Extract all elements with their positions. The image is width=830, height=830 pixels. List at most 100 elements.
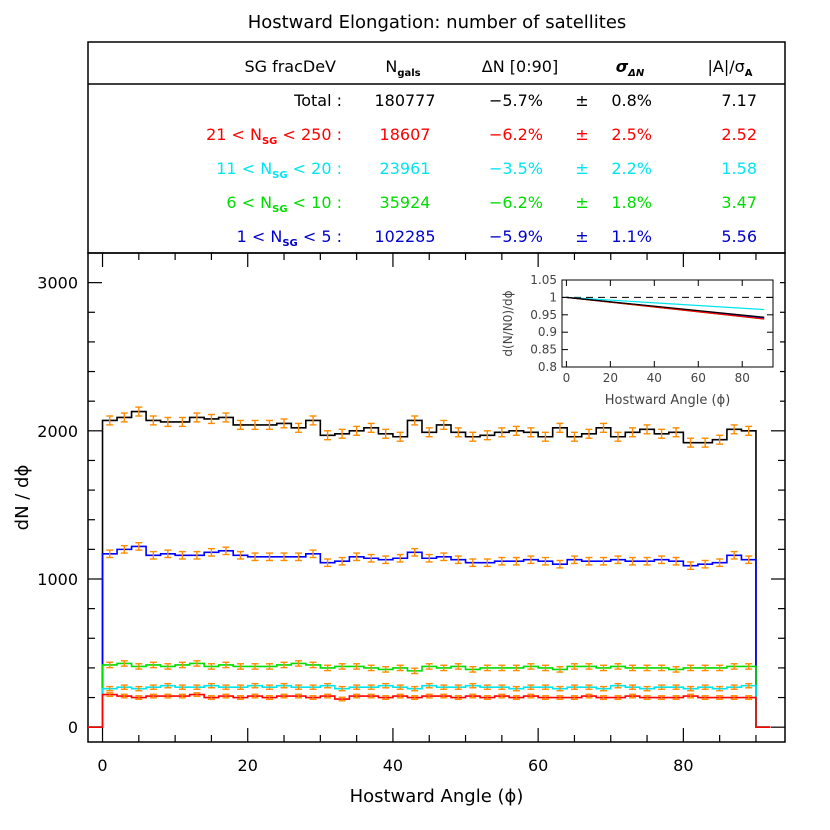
error-bar	[193, 412, 201, 423]
error-bar	[411, 685, 419, 692]
error-bar	[338, 685, 346, 692]
error-bar	[149, 684, 157, 690]
row-sample-label: 21 < NSG < 250 :	[206, 125, 342, 147]
error-bar	[353, 693, 361, 699]
error-bar	[512, 425, 520, 436]
error-bar	[396, 431, 404, 442]
error-bar	[687, 693, 695, 699]
error-bar	[178, 661, 186, 669]
error-bar	[251, 663, 259, 670]
error-bar	[236, 419, 244, 431]
error-bar	[309, 549, 317, 559]
error-bar-group	[106, 682, 753, 692]
error-bar	[469, 431, 477, 442]
histogram-series	[88, 693, 771, 728]
error-bar	[164, 549, 172, 559]
histogram-series	[88, 410, 771, 728]
error-bar	[425, 693, 433, 699]
table-row: 21 < NSG < 250 : 18607 −6.2% ±2.5% 2.52	[206, 125, 757, 147]
error-bar	[338, 556, 346, 566]
row-sigma: 1.8%	[611, 193, 652, 212]
row-ngals: 180777	[374, 91, 435, 110]
row-label-pre: 11 < N	[216, 159, 272, 178]
header-sigma: σΔN	[616, 57, 645, 79]
error-bar	[527, 427, 535, 438]
error-bar	[629, 556, 637, 566]
error-bar	[643, 424, 651, 435]
error-bar	[149, 415, 157, 426]
error-bar	[745, 663, 753, 670]
error-bar	[643, 695, 651, 701]
row-delta-n: −6.2%	[489, 193, 543, 212]
row-label-sub: SG	[272, 204, 287, 215]
row-sigma: 2.2%	[611, 159, 652, 178]
error-bar	[295, 684, 303, 690]
error-bar	[556, 559, 564, 569]
row-sample-label: 6 < NSG < 10 :	[226, 193, 342, 215]
error-bar	[556, 695, 564, 701]
error-bar	[425, 682, 433, 689]
error-bar	[483, 664, 491, 672]
error-bar	[498, 684, 506, 690]
error-bar-group	[106, 406, 753, 448]
error-bar	[236, 550, 244, 560]
error-bar	[527, 693, 535, 699]
error-bar	[585, 556, 593, 566]
main-plot: 0 20 40 60 80 0 1000 2000 3000 Hostward Angle (ϕ)…	[12, 252, 786, 807]
y-tick-label: 0	[68, 718, 78, 737]
error-bar-group	[106, 692, 753, 702]
error-bar	[120, 412, 128, 423]
error-bar	[236, 695, 244, 701]
error-bar	[440, 684, 448, 690]
main-plot-frame	[87, 252, 786, 743]
error-bar	[701, 437, 709, 448]
error-bar	[135, 663, 143, 670]
error-bar	[498, 427, 506, 438]
error-bar	[541, 695, 549, 701]
error-bar	[251, 682, 259, 689]
y-tick-label: 1000	[37, 570, 78, 589]
error-bar	[266, 552, 274, 562]
error-bar	[599, 695, 607, 701]
error-bar	[512, 556, 520, 566]
error-bar	[687, 561, 695, 571]
row-ratio: 1.58	[721, 159, 757, 178]
row-label-pre: 6 < N	[226, 193, 272, 212]
error-bar	[570, 555, 578, 565]
error-bar	[324, 682, 332, 689]
error-bar	[643, 664, 651, 672]
x-tick-label: 20	[238, 756, 258, 775]
error-bar	[672, 684, 680, 690]
error-bar	[135, 695, 143, 701]
error-bar	[730, 684, 738, 690]
error-bar	[469, 558, 477, 568]
error-bar	[338, 696, 346, 702]
header-sigma-sub: ΔN	[627, 68, 645, 79]
error-bar	[207, 663, 215, 670]
error-bar	[193, 550, 201, 560]
error-bar	[266, 695, 274, 701]
error-bar	[556, 666, 564, 673]
error-bar	[629, 427, 637, 438]
error-bar	[512, 664, 520, 672]
row-delta-n: −6.2%	[489, 125, 543, 144]
inset-x-tick-label: 40	[647, 371, 662, 385]
error-bar	[120, 660, 128, 667]
error-bar	[599, 685, 607, 692]
error-bar	[556, 422, 564, 433]
table-row: Total : 180777 −5.7% ±0.8% 7.17	[293, 91, 757, 110]
row-ngals: 102285	[374, 227, 435, 246]
error-bar-group	[106, 660, 753, 675]
table-frame	[87, 41, 786, 254]
row-sigma: 1.1%	[611, 227, 652, 246]
error-bar	[295, 422, 303, 433]
error-bar	[701, 684, 709, 690]
x-axis-label: Hostward Angle (ϕ)	[350, 786, 524, 807]
error-bar	[193, 660, 201, 667]
error-bar	[149, 693, 157, 699]
error-bar	[149, 550, 157, 560]
error-bar	[745, 695, 753, 701]
x-tick-label: 40	[383, 756, 403, 775]
row-sample-label: 11 < NSG < 20 :	[216, 159, 342, 181]
error-bar	[541, 556, 549, 566]
